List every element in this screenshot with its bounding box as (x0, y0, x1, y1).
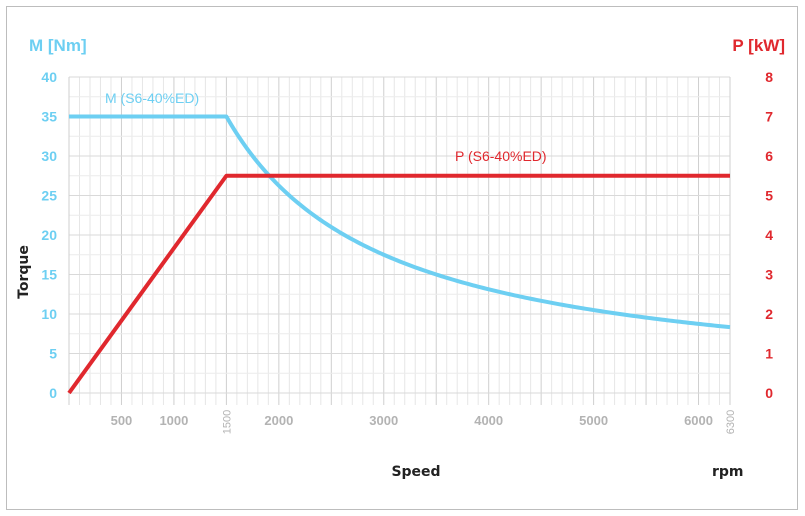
series-line-torque (69, 114, 731, 330)
x-tick-label-rotated: 6300 (725, 410, 737, 434)
y-right-tick-label: 8 (765, 69, 773, 85)
x-tick-label: 6000 (684, 413, 713, 428)
y-left-tick-label: 0 (49, 385, 57, 401)
y-left-tick-label: 5 (49, 346, 57, 362)
y-right-tick-label: 0 (765, 385, 773, 401)
y-right-tick-label: 3 (765, 267, 773, 283)
axes (68, 77, 731, 405)
series-layer (67, 114, 731, 395)
x-tick-label-rotated: 1500 (221, 410, 233, 434)
y-left-tick-label: 40 (41, 69, 57, 85)
right-axis-title: P [kW] (732, 36, 785, 55)
x-axis-unit: rpm (712, 464, 744, 480)
y-right-tick-label: 4 (765, 227, 773, 243)
x-tick-label: 2000 (264, 413, 293, 428)
y-left-tick-label: 25 (41, 188, 57, 204)
chart-frame (6, 6, 798, 510)
series-line-power (67, 173, 730, 395)
series-label-torque: M (S6-40%ED) (105, 90, 199, 106)
grid (69, 76, 731, 405)
left-axis-title: M [Nm] (29, 36, 87, 55)
tick-labels: 0 5 10 15 20 25 30 35 40 0 1 2 3 4 5 6 7 8 500 1000 2000 3000… (41, 69, 773, 434)
x-tick-label: 1000 (159, 413, 188, 428)
y-right-tick-label: 7 (765, 109, 773, 125)
x-axis-label: Speed (391, 464, 441, 480)
x-tick-label: 500 (111, 413, 133, 428)
x-tick-label: 3000 (369, 413, 398, 428)
series-label-power: P (S6-40%ED) (455, 148, 547, 164)
y-right-tick-label: 5 (765, 188, 773, 204)
y-left-tick-label: 20 (41, 227, 57, 243)
y-right-tick-label: 6 (765, 148, 773, 164)
y-right-tick-label: 2 (765, 306, 773, 322)
y-left-tick-label: 15 (41, 267, 57, 283)
y-left-tick-label: 30 (41, 148, 57, 164)
y-left-tick-label: 10 (41, 306, 57, 322)
left-axis-label: Torque (16, 245, 32, 299)
y-right-tick-label: 1 (765, 346, 773, 362)
x-tick-label: 4000 (474, 413, 503, 428)
x-tick-label: 5000 (579, 413, 608, 428)
y-left-tick-label: 35 (41, 109, 57, 125)
